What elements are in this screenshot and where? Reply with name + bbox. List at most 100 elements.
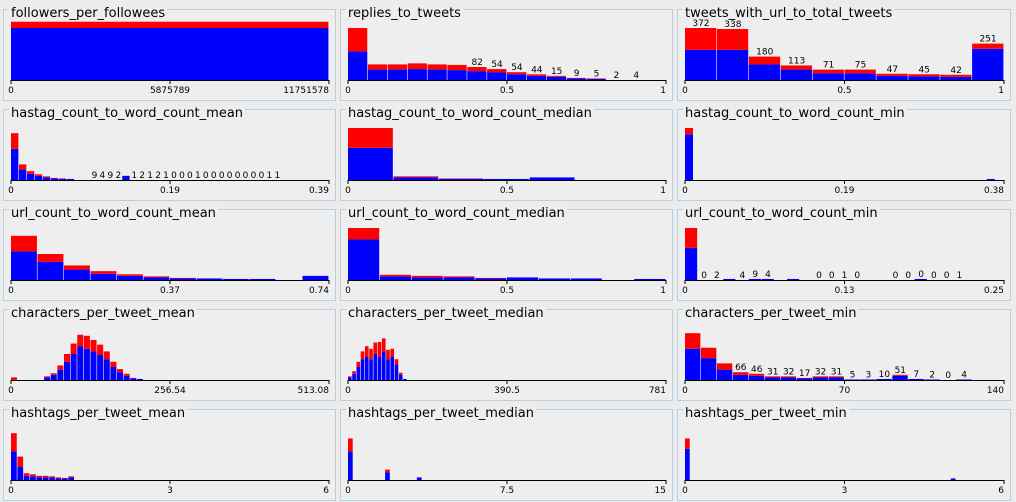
histogram-panel[interactable]: characters_per_tweet_min 66 46 31 32 17 32 31 5 3…: [677, 307, 1011, 401]
bar-segment-red: [117, 274, 143, 276]
bar-segment-blue: [143, 277, 170, 280]
histogram-panel[interactable]: replies_to_tweets 82 54 54 44 15 9 5 2 4 0 0.5 1: [340, 6, 673, 101]
bar-segment-red: [90, 339, 97, 352]
bar-segment-blue: [443, 277, 475, 280]
bar-count-label: 66: [735, 363, 747, 373]
bar-segment-blue: [97, 355, 104, 380]
histogram-title: followers_per_followees: [9, 6, 168, 21]
bar-count-label: 1: [163, 171, 169, 181]
bar-segment-red: [764, 376, 781, 378]
bar-count-label: 42: [950, 66, 961, 76]
bar-segment-blue: [892, 375, 908, 380]
bar-segment-red: [68, 476, 74, 478]
x-tick-label: 0: [8, 286, 14, 296]
bar-segment-red: [972, 43, 1004, 49]
bar-segment-blue: [26, 173, 35, 180]
bar-count-label: 9: [752, 270, 758, 280]
bar-count-label: 9: [574, 69, 580, 79]
bar-segment-red: [360, 351, 365, 360]
bar-count-label: 46: [751, 365, 763, 375]
bar-segment-blue: [117, 275, 143, 280]
histogram-panel[interactable]: hastag_count_to_word_count_median 0 0.5 1: [340, 107, 673, 201]
bar-segment-blue: [914, 278, 927, 280]
histogram-panel[interactable]: tweets_with_url_to_total_tweets 372 338 180…: [677, 6, 1011, 101]
bar-segment-blue: [103, 359, 110, 380]
x-tick-label: 6: [323, 486, 329, 496]
bar-segment-blue: [385, 472, 390, 480]
bar-segment-blue: [386, 359, 390, 380]
histogram-panel[interactable]: url_count_to_word_count_median 0 0.5 1: [340, 207, 673, 301]
histogram-panel[interactable]: followers_per_followees 0 5875789 11751578: [3, 6, 336, 101]
bar-segment-red: [364, 346, 369, 357]
bar-count-label: 1: [842, 271, 848, 281]
bar-segment-red: [348, 28, 368, 52]
bar-count-label: 2: [139, 171, 145, 181]
bar-segment-blue: [416, 477, 422, 480]
bar-segment-red: [130, 377, 137, 379]
bar-count-label: 0: [259, 171, 265, 181]
x-tick-label: 0: [8, 386, 14, 396]
bar-segment-blue: [42, 177, 51, 180]
histogram-panel[interactable]: hashtags_per_tweet_min 0 3 6: [677, 407, 1011, 501]
bar-segment-red: [348, 438, 353, 452]
bar-segment-red: [387, 64, 408, 70]
bar-segment-red: [398, 372, 403, 375]
bar-count-label: 0: [211, 171, 217, 181]
bar-segment-red: [11, 21, 329, 28]
histogram-title: hashtags_per_tweet_median: [346, 406, 536, 421]
bar-count-label: 0: [227, 171, 233, 181]
histogram-panel[interactable]: url_count_to_word_count_min 0 2 4 9 4 0 0 1 0 0 0 0 0…: [677, 207, 1011, 301]
bar-segment-blue: [398, 374, 403, 380]
x-tick-label: 0.5: [500, 286, 514, 296]
bar-segment-red: [143, 276, 170, 278]
histogram-panel[interactable]: url_count_to_word_count_mean 0 0.37 0.74: [3, 206, 336, 301]
bar-segment-blue: [538, 278, 570, 280]
bar-segment-blue: [387, 69, 408, 80]
bar-count-label: 0: [235, 171, 241, 181]
bar-segment-blue: [390, 356, 395, 380]
bar-count-label: 32: [815, 367, 826, 377]
x-tick-label: 0.5: [500, 86, 514, 96]
bar-segment-blue: [908, 76, 940, 80]
bar-segment-blue: [70, 354, 77, 380]
bar-segment-red: [411, 275, 443, 278]
bar-segment-blue: [30, 476, 36, 480]
histogram-panel[interactable]: hastag_count_to_word_count_min 0 0.19 0.38: [677, 107, 1011, 201]
bar-segment-red: [123, 373, 130, 376]
bar-segment-red: [103, 351, 110, 360]
bar-count-label: 2: [613, 71, 619, 81]
bar-segment-blue: [11, 148, 19, 180]
histogram-title: tweets_with_url_to_total_tweets: [683, 6, 895, 21]
histogram-panel[interactable]: hashtags_per_tweet_mean 0 3 6: [3, 407, 336, 501]
bar-segment-blue: [780, 69, 812, 80]
bar-segment-blue: [812, 377, 828, 380]
bar-count-label: 1: [147, 171, 153, 181]
histogram-plot: 0 390.5 781: [345, 338, 667, 396]
x-tick-label: 0.38: [984, 186, 1004, 196]
bar-segment-red: [732, 372, 749, 375]
bar-segment-blue: [403, 378, 407, 380]
histogram-panel[interactable]: characters_per_tweet_median 0 390.5 781: [340, 307, 673, 401]
bar-count-label: 4: [633, 71, 639, 81]
histogram-panel[interactable]: hastag_count_to_word_count_mean 9 4 9 2 1 2 1 2 1…: [3, 107, 336, 201]
bar-segment-blue: [348, 51, 368, 80]
histogram-title: replies_to_tweets: [346, 6, 463, 21]
bar-segment-blue: [68, 477, 74, 480]
histogram-title: url_count_to_word_count_mean: [9, 206, 218, 221]
histogram-panel[interactable]: characters_per_tweet_mean 0 256.54 513.08: [3, 306, 336, 401]
x-tick-label: 0.37: [160, 286, 180, 296]
x-tick-label: 1: [660, 286, 666, 296]
histogram-title: characters_per_tweet_mean: [9, 306, 197, 321]
bar-segment-red: [796, 377, 812, 379]
bar-segment-blue: [723, 278, 736, 280]
histogram-panel[interactable]: hashtags_per_tweet_median 0 7.5 15: [340, 406, 673, 501]
bar-count-label: 9: [108, 171, 114, 181]
bar-count-label: 0: [701, 271, 707, 281]
bar-segment-blue: [57, 369, 64, 380]
bar-count-label: 5: [850, 370, 856, 380]
histogram-plot: 9 4 9 2 1 2 1 2 1 0 0 0 1 0 0 0 0 0 0 0 0 1 10 0.19 0.39: [8, 133, 330, 196]
x-tick-label: 0.19: [834, 186, 854, 196]
x-tick-label: 0.19: [160, 186, 180, 196]
bar-segment-red: [352, 371, 356, 374]
x-tick-label: 0: [682, 186, 688, 196]
